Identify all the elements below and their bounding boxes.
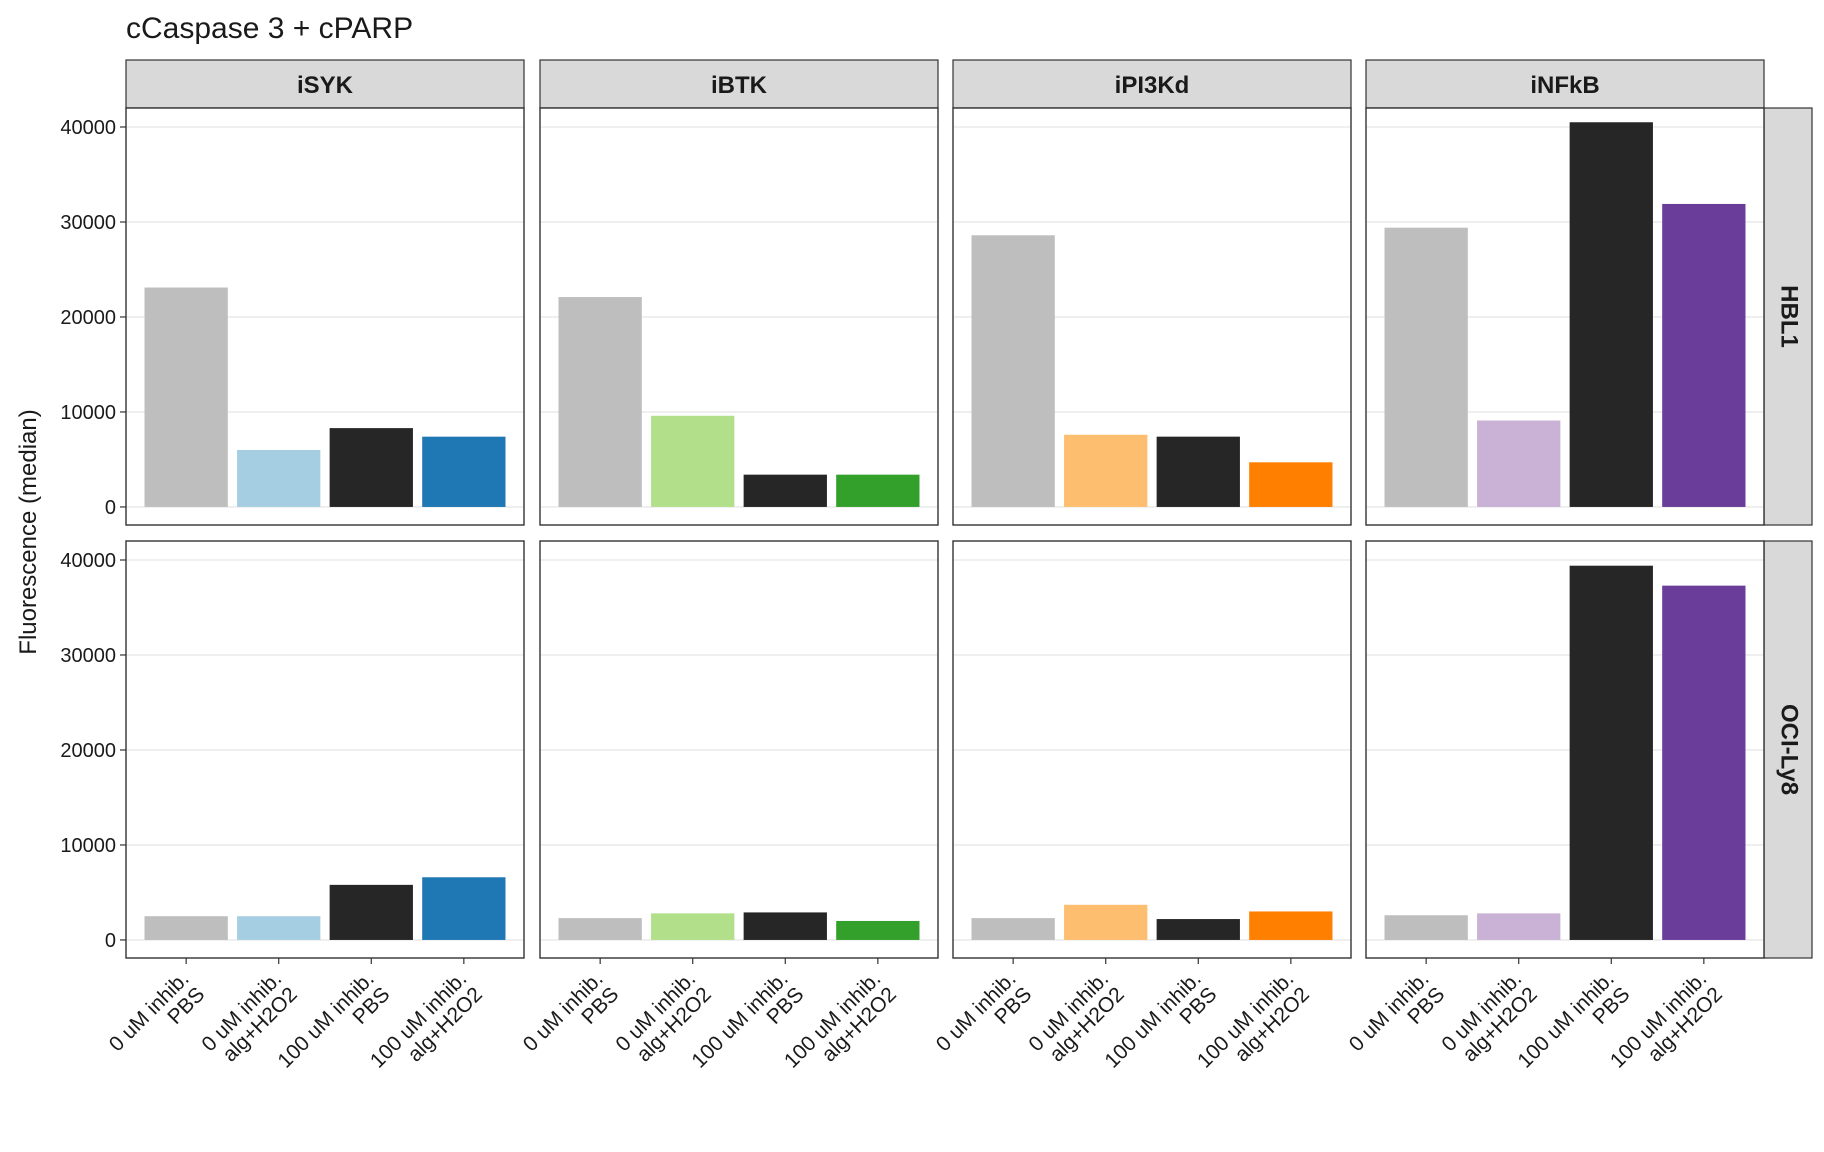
y-tick-label: 40000 (60, 550, 116, 572)
x-tick-label: 100 uM inhib.alg+H2O2 (1606, 967, 1727, 1088)
bar-HBL1-iBTK-2 (743, 474, 827, 507)
bar-OCI-Ly8-iSYK-0 (144, 916, 228, 940)
x-tick-label: 100 uM inhib.PBS (1513, 967, 1634, 1088)
bar-OCI-Ly8-iBTK-1 (651, 913, 735, 940)
bar-OCI-Ly8-iPI3Kd-2 (1156, 919, 1240, 940)
bar-HBL1-iNFkB-2 (1569, 122, 1653, 507)
panel-border (1365, 107, 1765, 526)
bar-OCI-Ly8-iNFkB-0 (1384, 915, 1468, 940)
y-tick-label: 30000 (60, 645, 116, 667)
y-axis-label: Fluorescence (median) (15, 409, 42, 654)
bar-HBL1-iSYK-3 (422, 436, 506, 507)
panel-border (539, 107, 939, 526)
y-tick-label: 0 (105, 930, 116, 952)
bar-HBL1-iSYK-2 (329, 428, 413, 507)
row-strip-OCI-Ly8 (1763, 540, 1813, 959)
row-strip-label-OCI-Ly8: OCI-Ly8 (1776, 704, 1803, 795)
panel-border (539, 540, 939, 959)
bar-HBL1-iPI3Kd-1 (1064, 434, 1148, 507)
x-tick-label: 0 uM inhib.PBS (932, 967, 1036, 1071)
x-tick-label: 100 uM inhib.PBS (687, 967, 808, 1088)
facet-strip-label-iBTK: iBTK (711, 72, 768, 99)
x-tick-label: 0 uM inhib.PBS (519, 967, 623, 1071)
bar-OCI-Ly8-iPI3Kd-1 (1064, 904, 1148, 940)
panel-border (125, 107, 525, 526)
row-strip-label-HBL1: HBL1 (1776, 285, 1803, 348)
y-tick-label: 10000 (60, 402, 116, 424)
bar-HBL1-iBTK-1 (651, 415, 735, 507)
bar-HBL1-iPI3Kd-3 (1249, 462, 1333, 507)
x-tick-label: 100 uM inhib.alg+H2O2 (780, 967, 901, 1088)
facet-strip-iPI3Kd (952, 59, 1352, 109)
bar-OCI-Ly8-iBTK-2 (743, 912, 827, 940)
bar-HBL1-iPI3Kd-0 (971, 235, 1055, 507)
panel-border (952, 540, 1352, 959)
panel-border (1365, 540, 1765, 959)
x-tick-label: 0 uM inhib.PBS (105, 967, 209, 1071)
bar-HBL1-iSYK-1 (237, 449, 321, 507)
bar-OCI-Ly8-iNFkB-2 (1569, 565, 1653, 940)
panel-HBL1-iNFkB (1365, 107, 1765, 526)
y-tick-label: 20000 (60, 307, 116, 329)
bar-OCI-Ly8-iNFkB-3 (1662, 585, 1746, 940)
panel-HBL1-iSYK (125, 107, 525, 526)
x-tick-label: 100 uM inhib.PBS (273, 967, 394, 1088)
chart-panels: iSYK iBTK iPI3Kd iNFkB HBL1 OCI-Ly8 0 10000 2000… (60, 59, 1813, 1088)
bar-HBL1-iBTK-0 (558, 297, 642, 507)
y-tick-label: 20000 (60, 740, 116, 762)
bar-OCI-Ly8-iBTK-3 (836, 920, 920, 940)
x-tick-label: 0 uM inhib.PBS (1345, 967, 1449, 1071)
bar-HBL1-iBTK-3 (836, 474, 920, 507)
bar-OCI-Ly8-iSYK-1 (237, 916, 321, 940)
facet-strip-iNFkB (1365, 59, 1765, 109)
panel-border (125, 540, 525, 959)
bar-OCI-Ly8-iBTK-0 (558, 918, 642, 940)
facet-strip-label-iPI3Kd: iPI3Kd (1115, 72, 1190, 99)
x-tick-label: 100 uM inhib.alg+H2O2 (366, 967, 487, 1088)
bar-HBL1-iPI3Kd-2 (1156, 436, 1240, 507)
facet-strip-label-iSYK: iSYK (297, 72, 354, 99)
bar-OCI-Ly8-iSYK-3 (422, 877, 506, 940)
bar-HBL1-iNFkB-1 (1477, 420, 1561, 507)
panel-HBL1-iBTK (539, 107, 939, 526)
panel-HBL1-iPI3Kd (952, 107, 1352, 526)
facet-strip-iSYK (125, 59, 525, 109)
bar-OCI-Ly8-iNFkB-1 (1477, 913, 1561, 940)
facet-strip-label-iNFkB: iNFkB (1530, 72, 1599, 99)
x-tick-label: 100 uM inhib.alg+H2O2 (1193, 967, 1314, 1088)
y-tick-label: 10000 (60, 835, 116, 857)
bar-OCI-Ly8-iPI3Kd-0 (971, 918, 1055, 940)
bar-HBL1-iSYK-0 (144, 287, 228, 507)
y-tick-label: 30000 (60, 212, 116, 234)
y-tick-label: 0 (105, 497, 116, 519)
y-tick-label: 40000 (60, 117, 116, 139)
bar-HBL1-iNFkB-3 (1662, 203, 1746, 507)
chart-title: cCaspase 3 + cPARP (126, 12, 413, 45)
bar-OCI-Ly8-iPI3Kd-3 (1249, 911, 1333, 940)
row-strip-HBL1 (1763, 107, 1813, 526)
bar-HBL1-iNFkB-0 (1384, 227, 1468, 507)
facet-strip-iBTK (539, 59, 939, 109)
x-tick-label: 100 uM inhib.PBS (1100, 967, 1221, 1088)
panel-border (952, 107, 1352, 526)
bar-OCI-Ly8-iSYK-2 (329, 884, 413, 940)
